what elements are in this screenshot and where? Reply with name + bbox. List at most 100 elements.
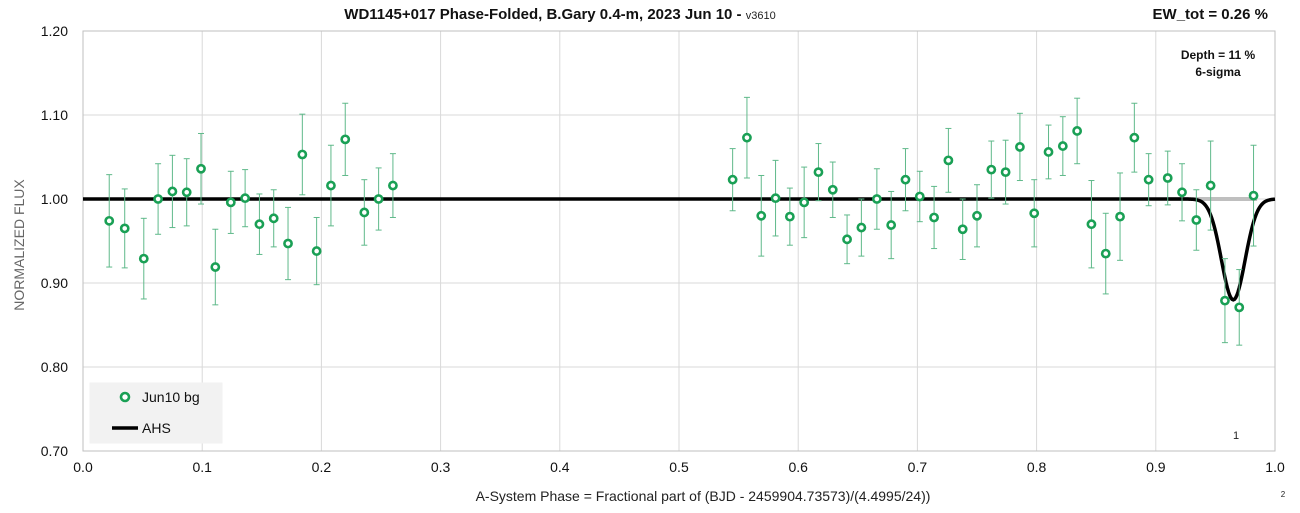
data-point [827,161,838,218]
point-marker [972,210,982,221]
ahs-model-curve [83,197,1276,302]
x-tick-label: 0.6 [788,459,808,475]
data-point [1100,212,1111,295]
legend-label-jun10: Jun10 bg [142,389,200,405]
data-point [813,143,824,202]
point-marker [138,253,149,264]
data-point [388,153,398,218]
data-point [326,144,336,227]
point-marker [986,164,997,175]
chart-version: v3610 [746,10,776,22]
data-point [196,132,206,205]
point-marker [181,187,192,198]
y-tick-label: 0.70 [41,443,68,459]
point-marker [268,213,279,224]
data-point [957,198,968,260]
y-tick-label: 1.00 [41,191,68,207]
data-point [1143,153,1154,207]
point-marker [856,222,867,233]
point-marker [1100,248,1111,259]
y-tick-labels: 0.70 0.80 0.90 1.00 1.10 1.20 [41,23,68,459]
point-marker [119,223,130,234]
point-marker [196,163,206,174]
data-point [929,185,939,250]
data-point [1248,144,1259,247]
point-marker [914,191,925,202]
x-tick-label: 0.8 [1027,459,1047,475]
data-point [283,206,293,281]
point-marker [311,246,322,256]
data-point [225,170,236,234]
data-point [254,193,265,255]
data-point [1220,258,1230,344]
data-point [104,174,115,268]
data-point [770,159,781,237]
data-point [986,140,997,199]
data-point [138,217,149,300]
point-marker [340,134,351,145]
data-point [886,190,897,260]
point-marker [1191,215,1202,225]
point-marker [842,234,852,245]
x-tick-label: 0.2 [312,459,332,475]
data-point [756,174,767,257]
point-marker [770,193,781,204]
x-tick-label: 0.0 [73,459,93,475]
point-marker [167,186,178,197]
point-marker [886,220,897,230]
point-marker [784,211,795,222]
data-point [914,170,925,223]
legend-label-ahs: AHS [142,420,171,436]
data-point [240,169,251,228]
point-marker [1177,187,1187,198]
data-point [1129,102,1140,173]
point-marker [929,212,939,223]
x-tick-label: 0.5 [669,459,689,475]
depth-label: Depth = 11 % [1181,48,1256,62]
point-marker [359,207,370,218]
sigma-label: 6-sigma [1195,65,1241,79]
point-marker [153,194,163,204]
data-point [340,102,351,176]
data-point [311,216,322,286]
ew-total-label: EW_tot = 0.26 % [1153,6,1268,23]
x-tick-label: 0.7 [908,459,928,475]
data-point [1000,139,1011,205]
data-point [943,127,954,193]
point-marker [1015,142,1025,152]
chart-title: WD1145+017 Phase-Folded, B.Gary 0.4-m, 2… [344,6,775,23]
point-marker [1043,147,1054,157]
point-marker [943,155,954,166]
point-marker [1129,132,1140,143]
data-point [297,113,308,196]
y-tick-label: 1.20 [41,23,68,39]
point-marker [1248,190,1259,201]
marker-2-label: 2 [1281,490,1286,499]
point-marker [1162,173,1173,183]
y-tick-label: 1.10 [41,107,68,123]
data-point [1115,172,1125,261]
point-marker [240,193,251,204]
data-point [359,179,370,246]
data-point [972,184,982,248]
data-point [799,166,810,239]
point-marker [1220,295,1230,306]
data-points [104,96,1259,346]
data-point [373,167,384,231]
y-axis-label: NORMALIZED FLUX [11,179,27,311]
data-point [1015,112,1025,182]
point-marker [297,149,308,160]
data-point [167,154,178,229]
x-tick-label: 1.0 [1265,459,1285,475]
point-marker [210,262,221,272]
data-point [1086,180,1097,269]
point-marker [871,194,882,204]
legend-marker-jun10 [119,391,131,403]
chart-title-main: WD1145+017 Phase-Folded, B.Gary 0.4-m, 2… [344,6,745,23]
y-tick-label: 0.80 [41,359,68,375]
point-marker [326,180,336,191]
data-point [119,188,130,269]
x-tick-label: 0.1 [192,459,212,475]
point-marker [813,167,824,178]
